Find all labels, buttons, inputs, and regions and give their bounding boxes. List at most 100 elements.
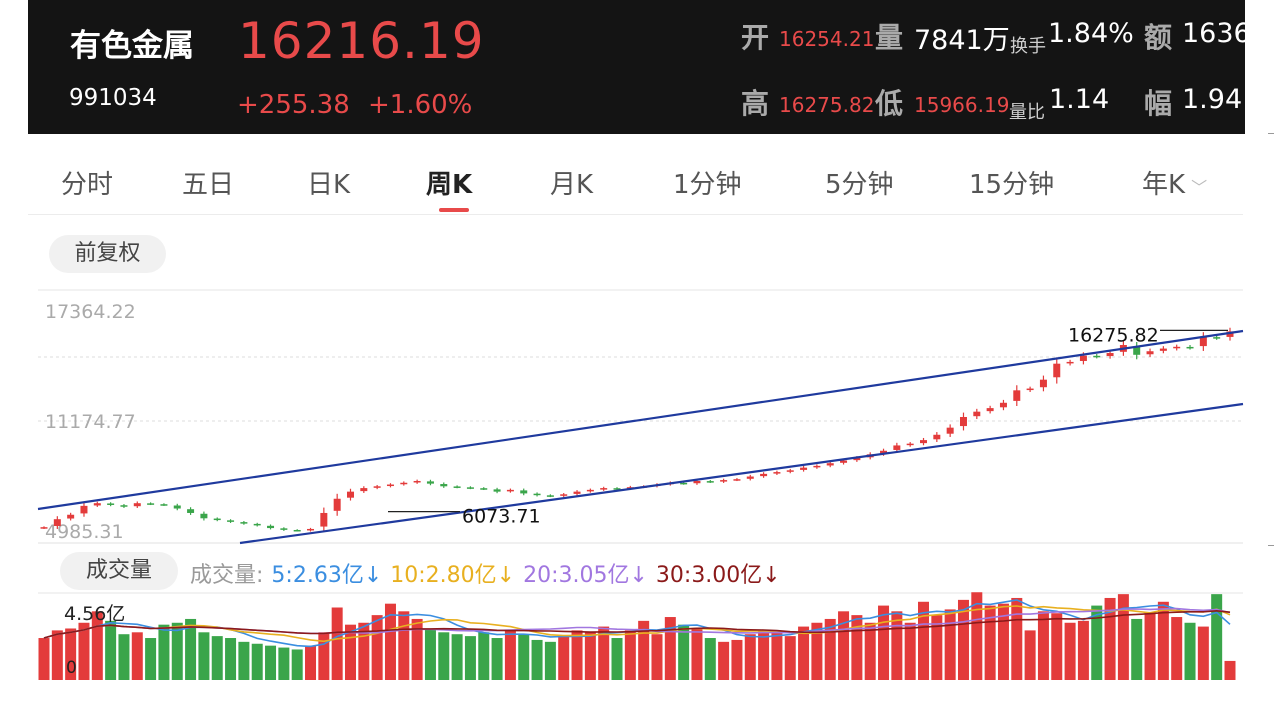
volume-bar (318, 632, 330, 680)
candle-body (560, 494, 568, 496)
volume-bar (211, 636, 223, 680)
volume-bar (1011, 597, 1023, 680)
candle-body (147, 503, 155, 505)
candle-body (1159, 348, 1167, 351)
volume-bar (358, 622, 370, 680)
vol-ratio-value: 1.14 (1049, 84, 1110, 115)
volume-bar (811, 622, 823, 680)
adjust-mode-button[interactable]: 前复权 (49, 235, 166, 273)
candle-body (160, 504, 168, 506)
volume-bar (1024, 630, 1036, 680)
candle-body (1146, 351, 1154, 355)
tab-15min[interactable]: 15分钟 (969, 170, 1055, 200)
candle-body (1226, 331, 1234, 337)
volume-bar (704, 638, 716, 680)
volume-bar (798, 626, 810, 680)
volume-bar (891, 611, 903, 680)
candle-body (53, 519, 61, 526)
volume-bar (931, 615, 943, 680)
candle-body (733, 479, 741, 481)
volume-bar (145, 638, 157, 680)
volume-bar (305, 645, 317, 680)
candle-body (1026, 388, 1034, 391)
volume-bar (1224, 660, 1236, 680)
tab-daily-k[interactable]: 日K (307, 170, 351, 200)
tab-five-day[interactable]: 五日 (182, 170, 235, 200)
candle-body (1013, 390, 1021, 401)
volume-ma-title: 成交量: (190, 563, 264, 588)
tab-yearly-k[interactable]: 年K ﹀ (1142, 164, 1207, 201)
volume-bar (1184, 622, 1196, 680)
period-tabs: 分时 五日 日K 周K 月K 1分钟 5分钟 15分钟 年K ﹀ (28, 148, 1243, 215)
volume-bar (1197, 626, 1209, 680)
volume-bar (1144, 613, 1156, 680)
candle-body (893, 445, 901, 450)
tab-5min[interactable]: 5分钟 (825, 170, 894, 200)
volume-ma30-line (43, 609, 1231, 639)
volume-bar (424, 628, 436, 680)
price-change-pct: +1.60% (368, 90, 473, 120)
volume-bar (118, 634, 130, 680)
turnover-label: 换手 (1010, 36, 1046, 57)
volume-indicator-button[interactable]: 成交量 (60, 552, 178, 590)
index-code: 991034 (69, 85, 157, 111)
volume-bar (544, 641, 556, 680)
candle-body (120, 505, 128, 507)
volume-bar (331, 607, 343, 680)
candle-body (760, 473, 768, 477)
tab-1min[interactable]: 1分钟 (673, 170, 742, 200)
candle-body (240, 522, 248, 524)
candle-body (573, 491, 581, 494)
volume-bar (531, 639, 543, 680)
candle-body (786, 470, 794, 472)
candle-body (40, 527, 48, 529)
candle-body (1079, 355, 1087, 361)
candle-body (906, 443, 914, 446)
volume-bar (278, 647, 290, 680)
tab-weekly-k[interactable]: 周K (426, 170, 473, 200)
candle-body (133, 503, 141, 507)
candle-body (440, 484, 448, 487)
candle-body (920, 440, 928, 444)
active-tab-indicator (439, 208, 469, 212)
volume-bar (438, 632, 450, 680)
candle-body (1039, 379, 1047, 388)
volume-bar (1157, 601, 1169, 680)
volume-bar (744, 634, 756, 680)
volume-bar (904, 622, 916, 680)
candle-body (253, 523, 261, 526)
volume-bar (678, 624, 690, 680)
candle-body (520, 490, 528, 494)
volume-bar (1131, 618, 1143, 680)
volume-bar (771, 632, 783, 680)
volume-bar (158, 624, 170, 680)
candle-body (227, 520, 235, 522)
low-value: 15966.19 (914, 93, 1010, 117)
volume-bar (51, 630, 63, 680)
candle-body (307, 528, 315, 531)
candle-body (986, 408, 994, 412)
tab-monthly-k[interactable]: 月K (550, 170, 594, 200)
candle-body (480, 488, 488, 490)
volume-bar (478, 632, 490, 680)
volume-bar (758, 630, 770, 680)
volume-bar (1064, 622, 1076, 680)
y-axis-label: 11174.77 (45, 411, 136, 433)
high-value: 16275.82 (779, 93, 875, 117)
volume-bar (651, 634, 663, 680)
volume-bar (38, 638, 50, 680)
volume-bar (464, 636, 476, 680)
scroll-tick (1268, 545, 1274, 546)
candle-body (426, 481, 434, 484)
volume-bar (344, 624, 356, 680)
candle-body (813, 465, 821, 468)
candle-body (959, 416, 967, 427)
candle-body (213, 518, 221, 521)
candle-body (1199, 337, 1207, 347)
volume-bar (171, 622, 183, 680)
volume-bar (198, 632, 210, 680)
chevron-down-icon: ﹀ (1191, 178, 1208, 197)
last-price: 16216.19 (238, 12, 485, 70)
tab-intraday[interactable]: 分时 (61, 170, 114, 200)
